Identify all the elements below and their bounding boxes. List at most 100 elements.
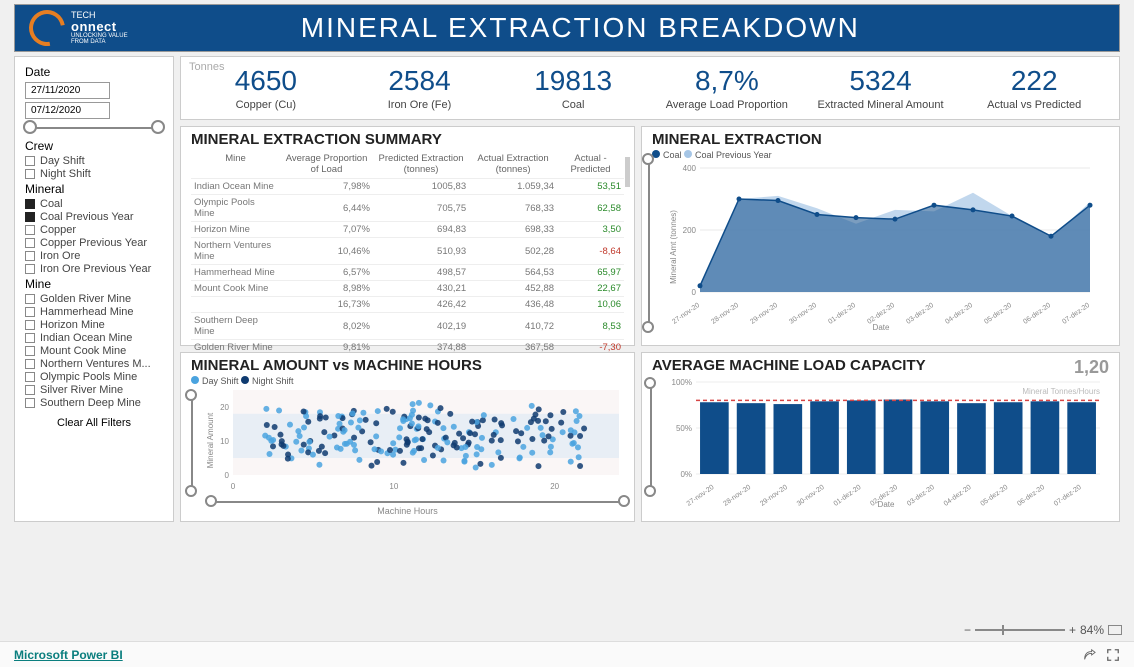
checkbox-icon[interactable] <box>25 307 35 317</box>
scatter-title: MINERAL AMOUNT vs MACHINE HOURS <box>191 357 624 374</box>
extraction-chart[interactable]: 020040027-nov-2028-nov-2029-nov-2030-nov… <box>666 162 1096 332</box>
checkbox-icon[interactable] <box>25 294 35 304</box>
svg-text:27-nov-20: 27-nov-20 <box>671 302 701 326</box>
share-icon[interactable] <box>1082 648 1096 662</box>
checkbox-icon[interactable] <box>25 238 35 248</box>
svg-text:28-nov-20: 28-nov-20 <box>722 484 752 508</box>
checkbox-row[interactable]: Horizon Mine <box>25 319 163 331</box>
kpi-card: 222Actual vs Predicted <box>957 61 1111 115</box>
table-row[interactable]: Indian Ocean Mine7,98%1005,831.059,3453,… <box>191 179 624 195</box>
table-row[interactable]: Hammerhead Mine6,57%498,57564,5365,97 <box>191 265 624 281</box>
table-row[interactable]: Mount Cook Mine8,98%430,21452,8822,67 <box>191 281 624 297</box>
scrollbar-icon[interactable] <box>625 157 630 187</box>
svg-text:29-nov-20: 29-nov-20 <box>759 484 789 508</box>
svg-text:01-dez-20: 01-dez-20 <box>833 484 863 508</box>
zoom-control[interactable]: − + 84% <box>964 623 1122 637</box>
checkbox-row[interactable]: Day Shift <box>25 155 163 167</box>
checkbox-row[interactable]: Hammerhead Mine <box>25 306 163 318</box>
checkbox-row[interactable]: Indian Ocean Mine <box>25 332 163 344</box>
checkbox-row[interactable]: Southern Deep Mine <box>25 397 163 409</box>
svg-text:Date: Date <box>873 323 890 332</box>
checkbox-row[interactable]: Coal <box>25 198 163 210</box>
svg-text:05-dez-20: 05-dez-20 <box>979 484 1009 508</box>
kpi-label: Iron Ore (Fe) <box>345 99 495 111</box>
checkbox-label: Iron Ore Previous Year <box>40 263 151 275</box>
checkbox-icon[interactable] <box>25 385 35 395</box>
svg-text:Mineral Amt (tonnes): Mineral Amt (tonnes) <box>669 210 678 284</box>
date-filter-title: Date <box>25 65 163 79</box>
summary-title: MINERAL EXTRACTION SUMMARY <box>191 131 624 148</box>
checkbox-icon[interactable] <box>25 225 35 235</box>
date-from-input[interactable] <box>25 82 110 99</box>
zoom-in-icon[interactable]: + <box>1069 623 1076 637</box>
powerbi-link[interactable]: Microsoft Power BI <box>14 648 123 662</box>
extraction-panel: MINERAL EXTRACTION Coal Coal Previous Ye… <box>641 126 1120 346</box>
svg-text:29-nov-20: 29-nov-20 <box>749 302 779 326</box>
fullscreen-icon[interactable] <box>1106 648 1120 662</box>
scatter-chart[interactable]: 0102001020Mineral Amount <box>205 388 625 493</box>
kpi-value: 8,7% <box>652 65 802 97</box>
checkbox-row[interactable]: Iron Ore <box>25 250 163 262</box>
clear-filters-button[interactable]: Clear All Filters <box>25 417 163 429</box>
checkbox-row[interactable]: Northern Ventures M... <box>25 358 163 370</box>
checkbox-icon[interactable] <box>25 359 35 369</box>
checkbox-row[interactable]: Copper Previous Year <box>25 237 163 249</box>
checkbox-icon[interactable] <box>25 264 35 274</box>
svg-text:04-dez-20: 04-dez-20 <box>943 484 973 508</box>
table-header: Mine <box>191 150 280 179</box>
checkbox-row[interactable]: Olympic Pools Mine <box>25 371 163 383</box>
fit-page-icon[interactable] <box>1108 625 1122 635</box>
checkbox-row[interactable]: Copper <box>25 224 163 236</box>
checkbox-row[interactable]: Iron Ore Previous Year <box>25 263 163 275</box>
checkbox-icon[interactable] <box>25 320 35 330</box>
zoom-value: 84% <box>1080 623 1104 637</box>
tonnes-label: Tonnes <box>189 61 224 73</box>
checkbox-label: Northern Ventures M... <box>40 358 151 370</box>
date-to-input[interactable] <box>25 102 110 119</box>
capacity-y-slider[interactable] <box>650 381 652 493</box>
summary-table: MineAverage Proportion of LoadPredicted … <box>191 150 624 355</box>
checkbox-icon[interactable] <box>25 251 35 261</box>
table-header: Predicted Extraction (tonnes) <box>373 150 469 179</box>
checkbox-icon[interactable] <box>25 372 35 382</box>
checkbox-icon[interactable] <box>25 346 35 356</box>
scatter-x-slider[interactable] <box>211 501 624 503</box>
scatter-y-slider[interactable] <box>191 393 193 493</box>
table-row[interactable]: 16,73%426,42436,4810,06 <box>191 297 624 313</box>
brand-logo: TECH onnect UNLOCKING VALUE FROM DATA <box>15 10 142 46</box>
capacity-chart[interactable]: 0%50%100%Mineral Tonnes/Hours27-nov-2028… <box>666 378 1106 508</box>
checkbox-icon[interactable] <box>25 169 35 179</box>
slider-handle-left[interactable] <box>23 120 37 134</box>
legend-item: Day Shift <box>202 376 239 386</box>
table-header: Actual - Predicted <box>557 150 624 179</box>
date-range-slider[interactable] <box>25 127 163 129</box>
logo-tag2: FROM DATA <box>71 39 128 45</box>
zoom-out-icon[interactable]: − <box>964 623 971 637</box>
table-header: Average Proportion of Load <box>280 150 373 179</box>
kpi-card-row: Tonnes 4650Copper (Cu)2584Iron Ore (Fe)1… <box>180 56 1120 120</box>
checkbox-row[interactable]: Night Shift <box>25 168 163 180</box>
table-row[interactable]: Horizon Mine7,07%694,83698,333,50 <box>191 222 624 238</box>
checkbox-icon[interactable] <box>25 156 35 166</box>
table-row[interactable]: Northern Ventures Mine10,46%510,93502,28… <box>191 238 624 265</box>
checkbox-row[interactable]: Silver River Mine <box>25 384 163 396</box>
svg-text:07-dez-20: 07-dez-20 <box>1053 484 1083 508</box>
svg-text:03-dez-20: 03-dez-20 <box>906 484 936 508</box>
checkbox-icon[interactable] <box>25 398 35 408</box>
checkbox-row[interactable]: Mount Cook Mine <box>25 345 163 357</box>
kpi-value: 222 <box>959 65 1109 97</box>
kpi-card: 19813Coal <box>496 61 650 115</box>
checkbox-row[interactable]: Golden River Mine <box>25 293 163 305</box>
page-title: MINERAL EXTRACTION BREAKDOWN <box>142 12 1119 44</box>
table-row[interactable]: Olympic Pools Mine6,44%705,75768,3362,58 <box>191 195 624 222</box>
y-slider[interactable] <box>648 157 650 329</box>
table-row[interactable]: Southern Deep Mine8,02%402,19410,728,53 <box>191 313 624 340</box>
checkbox-row[interactable]: Coal Previous Year <box>25 211 163 223</box>
checkbox-icon[interactable] <box>25 212 35 222</box>
checkbox-icon[interactable] <box>25 199 35 209</box>
slider-handle-right[interactable] <box>151 120 165 134</box>
legend-item: Coal Previous Year <box>695 150 772 160</box>
checkbox-icon[interactable] <box>25 333 35 343</box>
svg-text:20: 20 <box>220 403 229 412</box>
extraction-legend: Coal Coal Previous Year <box>652 150 1109 160</box>
